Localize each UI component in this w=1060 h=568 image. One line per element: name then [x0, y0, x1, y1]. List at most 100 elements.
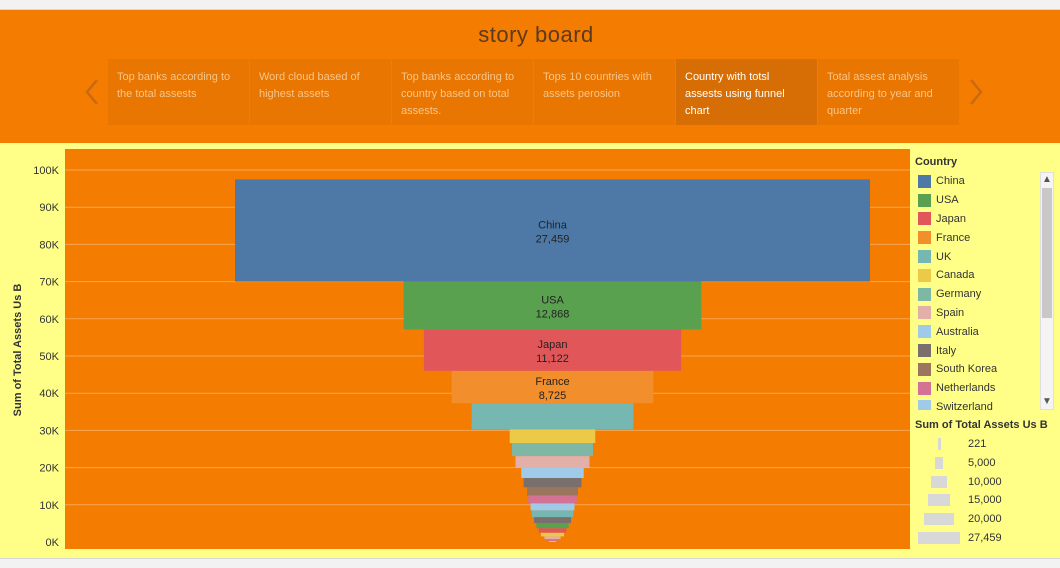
legend-swatch: [918, 174, 931, 188]
legend-item[interactable]: Switzerland: [918, 398, 1036, 410]
funnel-chart-area: France 8,725 Japan 11,122 USA 12,868 China 27,4…: [65, 149, 910, 549]
legend-item-label: Australia: [936, 325, 979, 338]
y-tick-label: 30K: [39, 425, 59, 437]
funnel-segment[interactable]: [528, 495, 577, 504]
legend-swatch: [918, 250, 931, 264]
y-tick-label: 20K: [39, 463, 59, 475]
legend-item-label: Japan: [936, 212, 966, 225]
legend-item[interactable]: China: [918, 172, 1036, 191]
story-tab-word-cloud[interactable]: Word cloud based of highest assets: [250, 59, 391, 125]
next-story-point-button[interactable]: [966, 76, 986, 108]
y-tick-label: 40K: [39, 388, 59, 400]
funnel-segment[interactable]: [235, 179, 870, 282]
legend-item-label: USA: [936, 194, 959, 207]
legend-scroll-thumb[interactable]: [1042, 188, 1052, 318]
funnel-segment[interactable]: [451, 370, 654, 404]
funnel-segment[interactable]: [521, 467, 584, 479]
funnel-segment[interactable]: [533, 517, 572, 524]
y-tick-label: 50K: [39, 351, 59, 363]
size-legend-label: 221: [968, 438, 987, 450]
legend-swatch: [918, 212, 931, 226]
legend-item[interactable]: Italy: [918, 341, 1036, 360]
legend-item[interactable]: Spain: [918, 304, 1036, 323]
legend-item[interactable]: Japan: [918, 210, 1036, 229]
y-tick-label: 100K: [33, 165, 59, 177]
legend-item-label: UK: [936, 250, 952, 263]
legend-item[interactable]: Germany: [918, 285, 1036, 304]
y-tick-label: 60K: [39, 314, 59, 326]
size-legend-item: 15,000: [918, 493, 1048, 507]
funnel-segment[interactable]: [531, 510, 574, 518]
funnel-segment[interactable]: [536, 523, 569, 529]
legend-item-label: Germany: [936, 288, 982, 301]
legend-item[interactable]: France: [918, 228, 1036, 247]
previous-story-point-button[interactable]: [82, 76, 102, 108]
y-tick-label: 10K: [39, 500, 59, 512]
segment-label-value: 8,725: [539, 390, 567, 402]
segment-label-value: 12,868: [536, 308, 570, 320]
funnel-segment[interactable]: [512, 443, 593, 457]
legend-swatch: [918, 306, 931, 320]
funnel-segment[interactable]: [509, 429, 596, 444]
funnel-segment[interactable]: [540, 532, 565, 537]
y-tick-label: 90K: [39, 202, 59, 214]
scroll-down-icon[interactable]: ▼: [1042, 396, 1052, 407]
legend-panel: Country China USA Japan France UK Canada Germa…: [912, 150, 1057, 555]
funnel-segment[interactable]: [538, 528, 567, 533]
size-legend-bar: [918, 532, 960, 544]
legend-scrollbar[interactable]: ▲ ▼: [1040, 172, 1054, 410]
funnel-segment[interactable]: [549, 540, 556, 542]
size-legend-bar: [923, 513, 955, 526]
size-legend-bar: [931, 475, 947, 488]
y-axis-title-text: Sum of Total Assets Us B: [12, 283, 24, 417]
story-tab-top-10-countries[interactable]: Tops 10 countries with assets perosion: [534, 59, 675, 125]
funnel-segment[interactable]: [471, 403, 634, 430]
legend-item[interactable]: Canada: [918, 266, 1036, 285]
legend-swatch: [918, 231, 931, 245]
window-top-strip: [0, 0, 1060, 10]
funnel-segment[interactable]: [530, 503, 575, 511]
size-legend-item: 221: [918, 437, 1048, 451]
y-axis-title: Sum of Total Assets Us B: [11, 230, 25, 470]
legend-item[interactable]: Australia: [918, 322, 1036, 341]
country-legend-list: China USA Japan France UK Canada Germany Spain A…: [918, 172, 1036, 410]
story-tab-funnel-chart[interactable]: Country with totsl assests using funnel …: [676, 59, 817, 125]
scroll-up-icon[interactable]: ▲: [1042, 174, 1052, 185]
y-axis: 0K 10K 20K 30K 40K 50K 60K 70K 80K 90K 100K: [33, 165, 59, 549]
size-legend-label: 5,000: [968, 456, 996, 469]
size-legend-label: 10,000: [968, 475, 1002, 488]
size-legend-title: Sum of Total Assets Us B: [915, 419, 1048, 431]
segment-label-name: France: [535, 376, 569, 388]
legend-swatch: [918, 193, 931, 207]
funnel-segment[interactable]: [546, 539, 559, 541]
legend-item[interactable]: UK: [918, 247, 1036, 266]
legend-item[interactable]: USA: [918, 191, 1036, 210]
legend-item[interactable]: South Korea: [918, 360, 1036, 379]
size-legend-bar: [937, 438, 941, 450]
story-tab-top-banks[interactable]: Top banks according to the total assests: [108, 59, 249, 125]
legend-item[interactable]: Netherlands: [918, 379, 1036, 398]
legend-item-label: China: [936, 175, 965, 188]
legend-item-label: Switzerland: [936, 400, 993, 410]
funnel-segment[interactable]: [523, 478, 582, 488]
y-tick-label: 80K: [39, 239, 59, 251]
funnel-segment[interactable]: [527, 487, 578, 496]
size-legend-bar: [927, 494, 951, 507]
funnel-segment[interactable]: [403, 281, 702, 330]
segment-label-name: China: [538, 219, 568, 231]
chevron-left-icon: [85, 79, 98, 105]
story-tab-banks-by-country[interactable]: Top banks according to country based on …: [392, 59, 533, 125]
size-legend-item: 10,000: [918, 475, 1048, 489]
size-legend-label: 15,000: [968, 494, 1002, 507]
legend-swatch: [918, 400, 931, 410]
segment-label-value: 11,122: [536, 353, 569, 365]
story-tab-year-quarter[interactable]: Total assest analysis according to year …: [818, 59, 959, 125]
legend-item-label: Spain: [936, 306, 965, 319]
funnel-segment[interactable]: [544, 536, 561, 540]
window-bottom-strip: [0, 558, 1060, 568]
funnel-segment[interactable]: [515, 456, 590, 468]
funnel-segment[interactable]: [423, 329, 682, 371]
legend-swatch: [918, 344, 931, 358]
segment-label-value: 27,459: [536, 233, 570, 245]
legend-swatch: [918, 381, 931, 395]
